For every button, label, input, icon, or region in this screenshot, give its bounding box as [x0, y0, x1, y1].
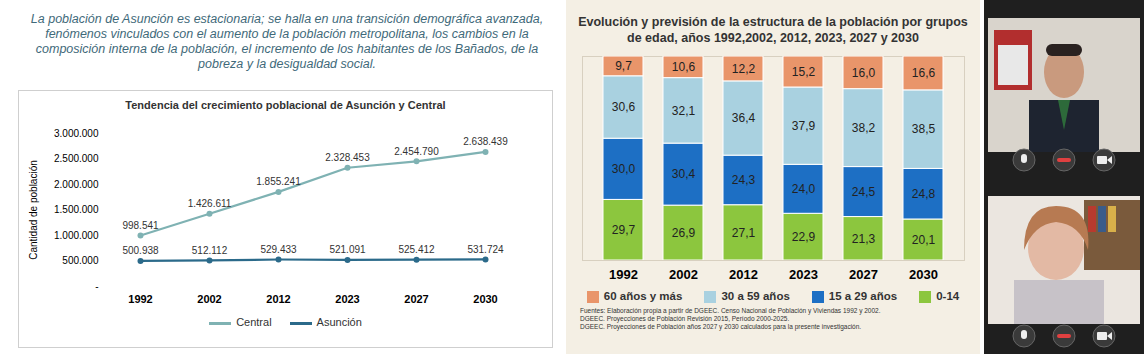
svg-text:529.433: 529.433: [260, 244, 297, 255]
svg-text:2.000.000: 2.000.000: [54, 179, 99, 190]
svg-text:21,3: 21,3: [852, 232, 876, 246]
svg-text:12,2: 12,2: [732, 62, 756, 76]
svg-text:Cantidad de población: Cantidad de población: [28, 160, 39, 260]
svg-text:2023: 2023: [335, 293, 359, 305]
svg-text:521.091: 521.091: [329, 244, 366, 255]
html-text:DGEEC. Proyecciones de Poblaci: DGEEC. Proyecciones de Población Revisió…: [580, 315, 790, 322]
svg-text:525.412: 525.412: [398, 244, 435, 255]
svg-text:2002: 2002: [669, 267, 698, 282]
svg-text:2.328.453: 2.328.453: [325, 152, 370, 163]
svg-text:2002: 2002: [197, 293, 221, 305]
svg-text:2023: 2023: [789, 267, 818, 282]
svg-text:16,0: 16,0: [852, 66, 876, 80]
svg-text:2030: 2030: [909, 267, 938, 282]
svg-text:30,0: 30,0: [612, 162, 636, 176]
svg-text:29,7: 29,7: [612, 223, 636, 237]
svg-text:26,9: 26,9: [672, 226, 696, 240]
svg-text:30,4: 30,4: [672, 167, 696, 181]
html-text:30 a 59 años: 30 a 59 años: [721, 290, 790, 302]
svg-text:1.426.611: 1.426.611: [188, 198, 232, 209]
html-text:Asunción: Asunción: [316, 316, 362, 328]
html-text:Evolución y previsión de la es: Evolución y previsión de la estructura d…: [578, 15, 968, 45]
svg-text:-: -: [95, 281, 98, 292]
svg-text:10,6: 10,6: [672, 60, 696, 74]
html-text:Central: Central: [236, 316, 272, 328]
svg-text:24,3: 24,3: [732, 173, 756, 187]
svg-text:500.000: 500.000: [62, 255, 99, 266]
html-text:Fuentes: Elaboración propia a: Fuentes: Elaboración propia a partir de …: [580, 307, 881, 314]
svg-text:2012: 2012: [266, 293, 290, 305]
svg-text:500.938: 500.938: [122, 245, 159, 256]
svg-text:1.855.241: 1.855.241: [256, 176, 301, 187]
html-text:60 años y más: 60 años y más: [603, 290, 683, 302]
svg-text:1992: 1992: [128, 293, 152, 305]
svg-text:36,4: 36,4: [732, 111, 756, 125]
svg-text:1.500.000: 1.500.000: [54, 204, 99, 215]
svg-text:1.000.000: 1.000.000: [54, 230, 99, 241]
svg-text:27,1: 27,1: [732, 226, 756, 240]
svg-text:2.638.439: 2.638.439: [463, 136, 508, 147]
html-text:DGEEC. Proyecciones de Poblaci: DGEEC. Proyecciones de Población años 20…: [580, 323, 862, 330]
svg-text:16,6: 16,6: [912, 66, 936, 80]
svg-text:20,1: 20,1: [912, 233, 936, 247]
svg-text:37,9: 37,9: [792, 119, 816, 133]
svg-text:1992: 1992: [609, 267, 638, 282]
svg-text:15,2: 15,2: [792, 65, 816, 79]
svg-text:512.112: 512.112: [192, 245, 228, 256]
svg-text:38,2: 38,2: [852, 121, 876, 135]
svg-text:24,0: 24,0: [792, 182, 816, 196]
svg-text:30,6: 30,6: [612, 100, 636, 114]
svg-text:2.454.790: 2.454.790: [394, 146, 439, 157]
html-text:15 a 29 años: 15 a 29 años: [828, 290, 898, 302]
html-text:Tendencia del crecimiento pobl: Tendencia del crecimiento poblacional de…: [125, 99, 446, 111]
svg-text:32,1: 32,1: [672, 104, 696, 118]
svg-text:24,5: 24,5: [852, 185, 876, 199]
svg-text:2.500.000: 2.500.000: [54, 153, 99, 164]
svg-text:24,8: 24,8: [912, 187, 936, 201]
svg-text:3.000.000: 3.000.000: [54, 128, 99, 139]
html-text:0-14: 0-14: [936, 290, 960, 302]
svg-text:38,5: 38,5: [912, 122, 936, 136]
svg-text:2027: 2027: [849, 267, 878, 282]
html-text:La población de Asunción es es: La población de Asunción es estacionaria…: [30, 12, 544, 71]
svg-text:2030: 2030: [473, 293, 497, 305]
svg-text:9,7: 9,7: [615, 59, 632, 73]
svg-text:998.541: 998.541: [122, 220, 159, 231]
svg-text:2012: 2012: [729, 267, 758, 282]
svg-text:531.724: 531.724: [467, 244, 504, 255]
svg-text:22,9: 22,9: [792, 230, 816, 244]
svg-text:2027: 2027: [404, 293, 428, 305]
